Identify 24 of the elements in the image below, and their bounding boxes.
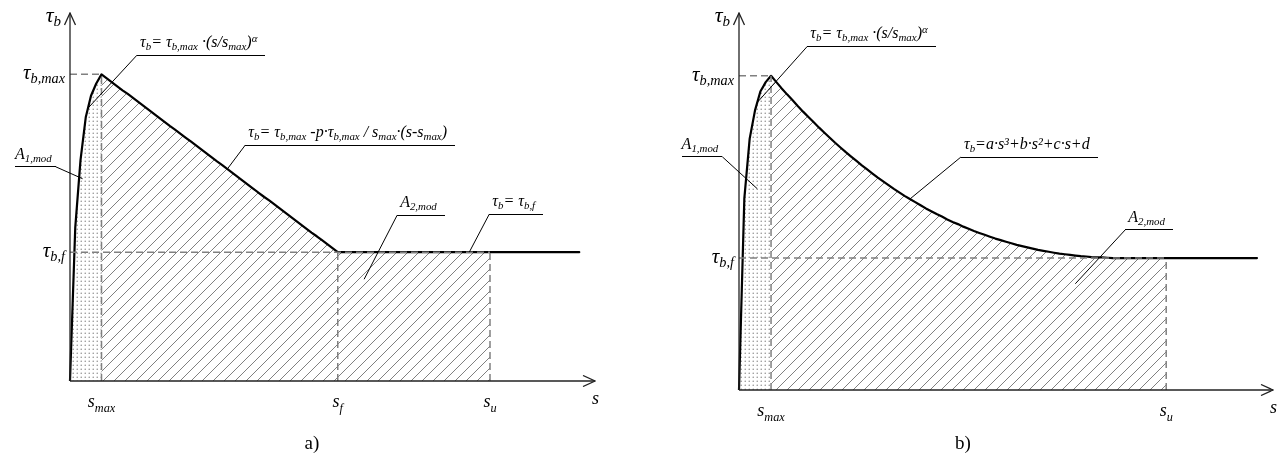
x-tick-label: s$_{f}$: [332, 391, 345, 415]
annotation: τ$_{b}$= τ$_{b,f}$: [489, 192, 544, 215]
ref-line-label: τ$_{b,max}$: [692, 61, 734, 89]
ref-line-label: τ$_{b,max}$: [23, 60, 65, 87]
series-label: A$_{2,mod}$: [1125, 207, 1173, 231]
x-tick-label: s$_{max}$: [87, 391, 116, 415]
series-label: A$_{1,mod}$: [14, 144, 56, 168]
text: τ$_{b}$= τ$_{b,max}$ ·(s/s$_{max}$)$^{α}$: [807, 23, 936, 47]
x-tick-label: s$_{u}$: [483, 391, 497, 415]
series-label: A$_{1,mod}$: [681, 134, 723, 158]
text: b): [954, 432, 972, 454]
annotation: τ$_{b}$=a·s³+b·s²+c·s+d: [960, 134, 1098, 158]
x-axis-title: s: [592, 388, 600, 409]
x-axis-title: s: [1270, 397, 1278, 418]
ref-line-label: τ$_{b,f}$: [711, 244, 734, 271]
y-axis-title: τ$_{b}$: [714, 2, 730, 30]
x-tick-label: s$_{u}$: [1159, 400, 1173, 424]
x-tick-label: s$_{max}$: [757, 400, 786, 424]
text: a): [303, 432, 321, 454]
text: A$_{2,mod}$: [397, 193, 445, 216]
y-axis-title: τ$_{b}$: [45, 2, 61, 30]
text: τ$_{b}$= τ$_{b,max}$ -p·τ$_{b,max}$ / s$_{max}$·(s-s$_{max}$): [248, 122, 448, 143]
text: τ$_{b}$= τ$_{b,max}$ ·(s/s$_{max}$)$^{α}$: [136, 32, 266, 56]
ref-line-label: τ$_{b,f}$: [42, 238, 65, 265]
